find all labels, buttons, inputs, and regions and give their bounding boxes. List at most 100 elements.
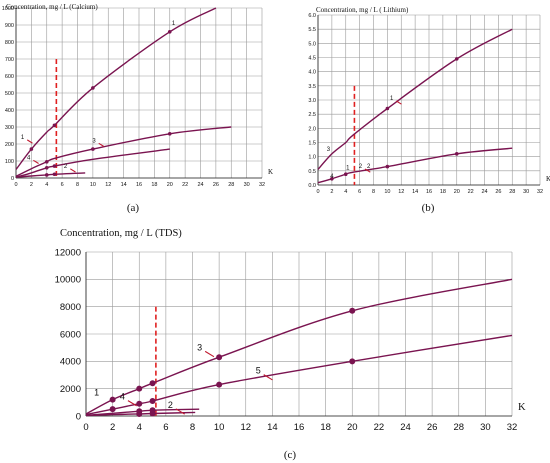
x-tick-label: 10 <box>384 189 390 195</box>
x-tick-label: 32 <box>537 189 543 195</box>
x-tick-label: 6 <box>358 189 361 195</box>
chart-panel-c: 0 2 4 6 8 10 12 14 16 18 20 22 24 26 28 30 3202000400060… <box>55 228 526 461</box>
data-point <box>91 147 95 151</box>
data-point <box>91 86 95 90</box>
x-tick-label: 30 <box>244 182 250 188</box>
data-point <box>454 57 459 61</box>
label-leader <box>98 142 105 147</box>
x-tick-label: 24 <box>400 422 411 433</box>
x-axis-title: K <box>546 175 550 183</box>
data-point <box>136 410 143 417</box>
label-leader <box>364 168 371 173</box>
y-tick-label: 1.0 <box>308 155 316 161</box>
y-tick-label: 100 <box>5 159 14 165</box>
x-tick-label: 16 <box>294 422 305 433</box>
label-leader <box>127 400 138 407</box>
label-leader <box>33 159 39 164</box>
panel-label: (a) <box>127 202 140 214</box>
x-tick-label: 26 <box>213 182 219 188</box>
label-leader <box>204 350 215 358</box>
x-tick-label: 20 <box>167 182 173 188</box>
y-tick-label: 2000 <box>60 384 81 395</box>
data-point <box>136 385 143 392</box>
series-label: 4 <box>27 155 31 161</box>
x-tick-label: 0 <box>14 182 17 188</box>
x-tick-label: 22 <box>468 189 474 195</box>
x-tick-label: 6 <box>163 422 168 433</box>
y-tick-label: 0 <box>11 176 14 182</box>
data-point <box>349 307 356 314</box>
y-tick-label: 4000 <box>60 357 81 368</box>
x-tick-label: 8 <box>190 422 195 433</box>
y-axis-title: Concentration, mg / L ( Lithium) <box>316 6 409 14</box>
series-label: 1 <box>390 96 394 102</box>
data-point <box>109 396 116 403</box>
y-axis-title: Concentration, mg / L (TDS) <box>60 228 182 239</box>
x-tick-label: 6 <box>61 182 64 188</box>
x-tick-label: 8 <box>76 182 79 188</box>
data-point <box>109 406 116 413</box>
data-point <box>52 172 57 177</box>
panel-label: (b) <box>422 202 435 214</box>
x-tick-label: 8 <box>372 189 375 195</box>
x-axis-title: K <box>268 168 273 176</box>
y-tick-label: 2.5 <box>308 112 316 118</box>
y-tick-label: 4.5 <box>308 55 316 61</box>
x-tick-label: 0 <box>316 189 319 195</box>
x-tick-label: 30 <box>480 422 491 433</box>
y-tick-label: 500 <box>5 91 14 97</box>
x-tick-label: 14 <box>267 422 278 433</box>
series-label: 5 <box>256 366 261 376</box>
curve-number-label: 2 <box>367 164 371 170</box>
data-point <box>44 173 49 177</box>
x-tick-label: 18 <box>320 422 331 433</box>
x-tick-label: 16 <box>426 189 432 195</box>
x-axis-title: K <box>518 402 526 413</box>
x-tick-label: 28 <box>228 182 234 188</box>
data-point <box>349 358 356 365</box>
data-point <box>149 410 156 417</box>
curve-number-label: 1 <box>346 165 350 171</box>
x-tick-label: 12 <box>240 422 251 433</box>
y-axis-title: Concentration, mg / L (Calcium) <box>6 3 98 11</box>
y-tick-label: 200 <box>5 142 14 148</box>
data-point <box>385 164 390 169</box>
label-leader <box>175 408 185 415</box>
x-tick-label: 0 <box>83 422 88 433</box>
data-point <box>52 123 57 128</box>
x-tick-label: 32 <box>507 422 518 433</box>
series-line-4 <box>15 148 170 178</box>
x-tick-label: 28 <box>453 422 464 433</box>
x-tick-label: 26 <box>495 189 501 195</box>
x-tick-label: 2 <box>30 182 33 188</box>
y-tick-label: 0.5 <box>308 169 316 175</box>
chart-panel-a: 0 2 4 6 8 10 12 14 16 18 20 22 24 26 28 30 3201002003004… <box>2 3 273 214</box>
data-point <box>216 381 223 388</box>
y-tick-label: 700 <box>5 57 14 63</box>
series-label: 2 <box>168 400 173 410</box>
y-tick-label: 10000 <box>55 275 81 286</box>
y-tick-label: 900 <box>5 23 14 29</box>
series-label: 3 <box>197 342 202 352</box>
label-leader <box>69 168 76 173</box>
x-tick-label: 22 <box>182 182 188 188</box>
curve-number-label: 4 <box>330 174 334 180</box>
chart-panel-b: 0 2 4 6 8 10 12 14 16 18 20 22 24 26 28 30 320.00.51.01.… <box>308 6 550 214</box>
y-tick-label: 3.0 <box>308 98 316 104</box>
y-tick-label: 2.0 <box>308 126 316 132</box>
x-tick-label: 14 <box>412 189 418 195</box>
x-tick-label: 2 <box>110 422 115 433</box>
y-tick-label: 6.0 <box>308 13 316 19</box>
x-tick-label: 12 <box>105 182 111 188</box>
x-tick-label: 22 <box>374 422 385 433</box>
y-tick-label: 3.5 <box>308 84 316 90</box>
y-tick-label: 300 <box>5 125 14 131</box>
x-tick-label: 4 <box>344 189 347 195</box>
x-tick-label: 24 <box>197 182 203 188</box>
data-point <box>167 30 172 34</box>
panel-label: (c) <box>284 449 297 461</box>
label-leader <box>263 374 273 381</box>
x-tick-label: 14 <box>121 182 127 188</box>
data-point <box>149 397 156 404</box>
data-point <box>136 400 143 407</box>
